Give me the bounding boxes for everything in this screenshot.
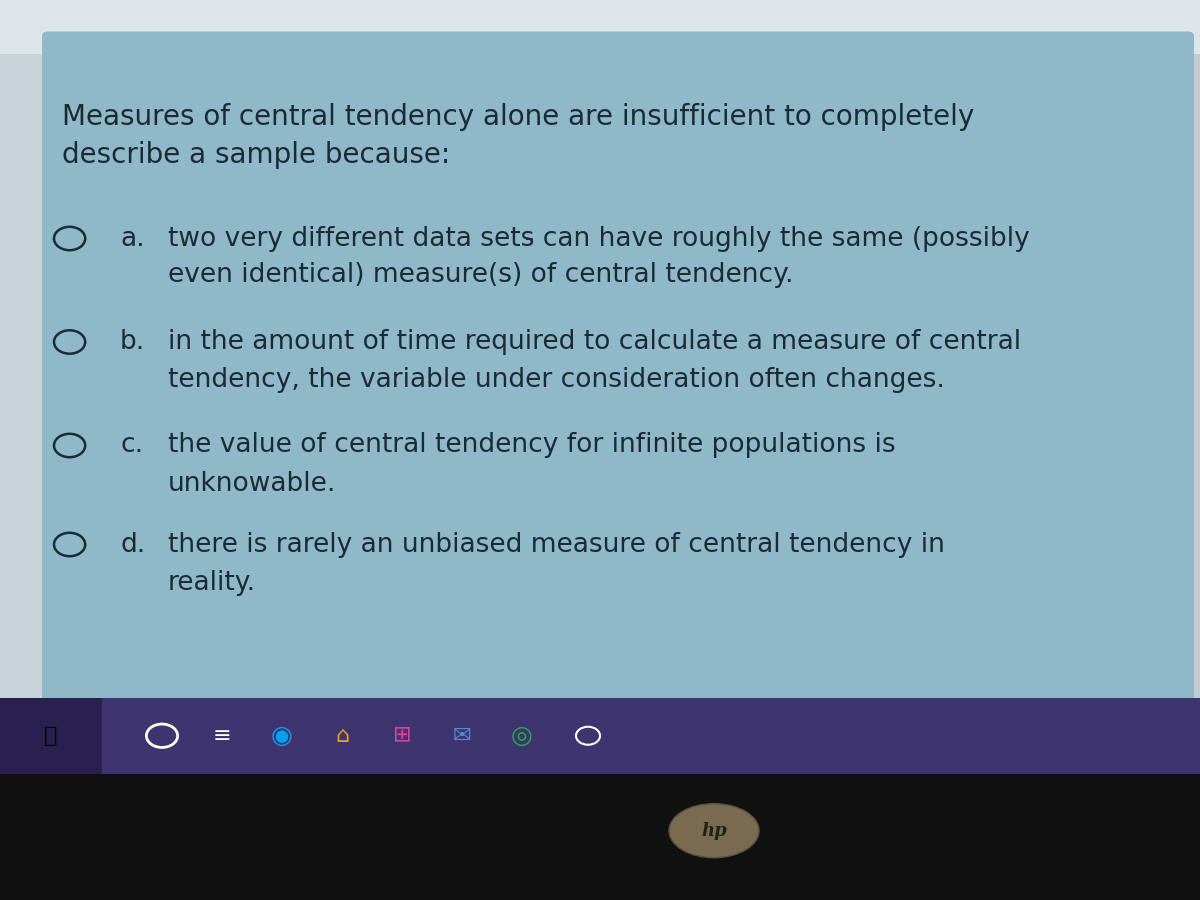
Text: ⊞: ⊞: [392, 725, 412, 746]
Text: ◉: ◉: [271, 724, 293, 748]
Bar: [0, 698, 1200, 774]
Bar: [0, 774, 1200, 900]
Text: hp: hp: [701, 822, 727, 840]
Text: b.: b.: [120, 329, 145, 355]
Text: a.: a.: [120, 226, 145, 251]
FancyBboxPatch shape: [42, 32, 1194, 702]
Text: there is rarely an unbiased measure of central tendency in: there is rarely an unbiased measure of c…: [168, 532, 944, 557]
Text: in the amount of time required to calculate a measure of central: in the amount of time required to calcul…: [168, 329, 1021, 355]
Text: ◎: ◎: [511, 724, 533, 748]
Text: two very different data sets̵ can have roughly the same (possibly: two very different data sets̵ can have r…: [168, 226, 1030, 251]
Bar: [1056, 0, 1200, 900]
Text: Measures of central tendency alone are insufficient to completely: Measures of central tendency alone are i…: [62, 103, 974, 131]
Text: c.: c.: [120, 433, 143, 458]
Text: tendency, the variable under consideration often changes.: tendency, the variable under considerati…: [168, 367, 944, 392]
Text: d.: d.: [120, 532, 145, 557]
Text: 🦋: 🦋: [43, 725, 58, 746]
Text: even identical) measure(s) of central tendency.: even identical) measure(s) of central te…: [168, 262, 793, 287]
Text: reality.: reality.: [168, 571, 256, 596]
Text: unknowable.: unknowable.: [168, 472, 336, 497]
Text: ≡: ≡: [212, 725, 232, 746]
Text: describe a sample because:: describe a sample because:: [62, 140, 451, 169]
Bar: [0, 0, 1200, 54]
Text: the value of central tendency for infinite populations is: the value of central tendency for infini…: [168, 433, 895, 458]
Ellipse shape: [670, 804, 760, 858]
Text: ✉: ✉: [452, 725, 472, 746]
Text: ⌂: ⌂: [335, 725, 349, 746]
Bar: [0, 698, 102, 774]
